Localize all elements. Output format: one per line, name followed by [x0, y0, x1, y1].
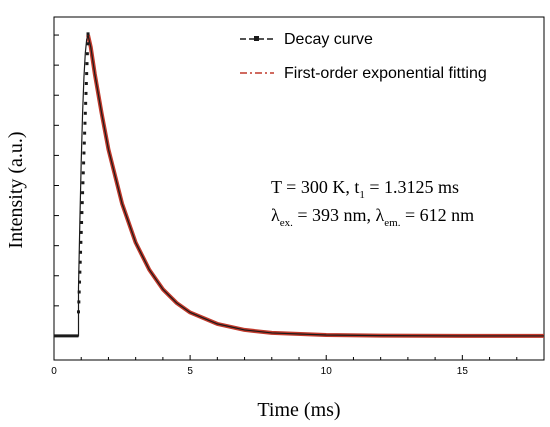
decay-marker — [83, 121, 87, 125]
decay-marker — [78, 270, 82, 274]
decay-marker — [83, 111, 87, 115]
annot-line2-mid: = 393 nm, λ — [293, 205, 385, 225]
decay-marker — [81, 181, 85, 185]
decay-marker — [80, 211, 84, 215]
decay-marker — [82, 161, 86, 165]
decay-marker — [79, 230, 83, 234]
axis-ticks: 0 5 10 15 — [51, 34, 545, 377]
x-axis-title: Time (ms) — [257, 399, 340, 421]
annot-line1-sub: 1 — [359, 189, 365, 201]
x-tick-label: 10 — [321, 366, 333, 377]
decay-marker — [85, 72, 89, 76]
annotation-wavelengths: λex. = 393 nm, λem. = 612 nm — [271, 205, 474, 229]
decay-marker — [86, 32, 90, 36]
annot-line1-tail: = 1.3125 ms — [365, 177, 459, 197]
decay-marker — [80, 220, 84, 224]
annot-line2-sub1: ex. — [280, 217, 293, 229]
annot-line1-main: T = 300 K, t — [271, 177, 359, 197]
annot-line2-lambda: λ — [271, 205, 280, 225]
decay-marker — [84, 81, 88, 85]
legend-decay-label: Decay curve — [284, 31, 373, 48]
x-tick-label: 0 — [51, 366, 57, 377]
decay-marker — [84, 101, 88, 105]
decay-marker — [77, 300, 81, 304]
decay-marker — [84, 91, 88, 95]
decay-marker — [81, 191, 85, 195]
decay-marker — [79, 240, 83, 244]
decay-marker — [81, 171, 85, 175]
decay-marker — [78, 280, 82, 284]
decay-marker — [85, 62, 89, 66]
legend-decay-marker — [254, 36, 259, 41]
decay-marker — [83, 131, 87, 135]
decay-marker — [82, 151, 86, 155]
decay-marker — [77, 310, 80, 314]
decay-marker — [86, 42, 90, 46]
decay-marker — [85, 52, 89, 56]
decay-marker — [82, 141, 86, 145]
decay-marker — [79, 250, 83, 254]
annotation-temperature-lifetime: T = 300 K, t1 = 1.3125 ms — [271, 177, 459, 201]
decay-marker — [77, 290, 81, 294]
x-tick-label: 5 — [187, 366, 193, 377]
legend-fit-label: First-order exponential fitting — [284, 65, 487, 82]
annot-line2-tail: = 612 nm — [400, 205, 474, 225]
legend: Decay curve First-order exponential fitt… — [240, 31, 487, 82]
annot-line2-sub2: em. — [384, 217, 400, 229]
series-group — [54, 32, 544, 338]
decay-marker — [80, 201, 84, 205]
y-axis-title: Intensity (a.u.) — [5, 131, 27, 248]
decay-marker — [78, 260, 82, 264]
series-decay-line — [54, 32, 544, 337]
x-tick-label: 15 — [457, 366, 469, 377]
